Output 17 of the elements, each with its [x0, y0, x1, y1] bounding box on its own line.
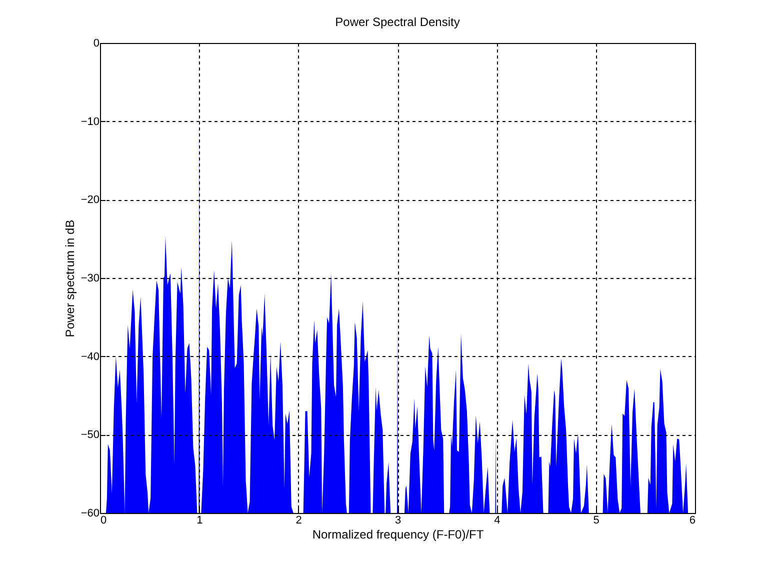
- chart-title: Power Spectral Density: [335, 15, 460, 29]
- x-tick-label: 2: [296, 514, 302, 526]
- x-tick-label: 6: [689, 514, 696, 526]
- y-tick-label: −20: [80, 194, 100, 206]
- x-tick-label: 3: [394, 514, 402, 526]
- y-tick-label: −60: [80, 508, 100, 520]
- x-tick-label: 4: [494, 514, 500, 526]
- x-tick-label: 1: [196, 514, 203, 526]
- y-axis-title: Power spectrum in dB: [62, 220, 77, 338]
- x-axis-title: Normalized frequency (F-F0)/FT: [312, 528, 484, 542]
- x-tick-label: 5: [593, 514, 600, 526]
- y-tick-label: −50: [80, 429, 100, 442]
- y-tick-label: −30: [80, 272, 100, 284]
- y-tick-label: −40: [80, 350, 100, 363]
- y-tick-label: 0: [93, 38, 100, 50]
- x-tick-label: 0: [100, 514, 107, 526]
- y-tick-label: −10: [80, 116, 100, 128]
